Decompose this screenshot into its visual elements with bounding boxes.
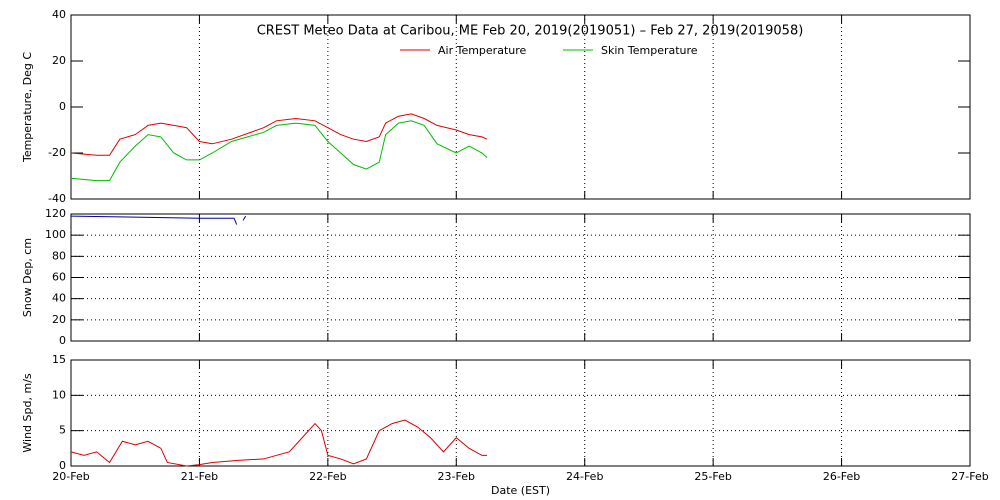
- y-tick-label: 5: [59, 424, 66, 437]
- x-tick-label: 22-Feb: [309, 470, 346, 483]
- y-tick-label: 0: [59, 100, 66, 113]
- x-tick-label: 26-Feb: [823, 470, 860, 483]
- y-tick-label: 15: [52, 353, 66, 366]
- data-line: [70, 419, 488, 467]
- y-tick-label: 120: [45, 207, 66, 220]
- y-tick-label: 100: [45, 228, 66, 241]
- y-axis-label: Wind Spd, m/s: [21, 373, 34, 453]
- y-tick-label: -20: [48, 146, 66, 159]
- y-tick-label: -40: [48, 192, 66, 205]
- x-tick-label: 21-Feb: [181, 470, 218, 483]
- y-axis-label: Temperature, Deg C: [21, 52, 34, 163]
- x-tick-label: 23-Feb: [438, 470, 475, 483]
- data-line: [242, 215, 247, 221]
- y-tick-label: 40: [52, 8, 66, 21]
- y-tick-label: 60: [52, 271, 66, 284]
- x-tick-label: 25-Feb: [694, 470, 731, 483]
- legend-label: Air Temperature: [438, 44, 527, 57]
- y-tick-label: 40: [52, 292, 66, 305]
- x-axis-label: Date (EST): [491, 484, 550, 497]
- y-tick-label: 80: [52, 249, 66, 262]
- x-tick-label: 24-Feb: [566, 470, 603, 483]
- x-tick-label: 27-Feb: [951, 470, 988, 483]
- y-tick-label: 10: [52, 388, 66, 401]
- y-tick-label: 20: [52, 54, 66, 67]
- chart-title: CREST Meteo Data at Caribou, ME Feb 20, …: [257, 24, 804, 39]
- data-line: [70, 113, 488, 156]
- data-line: [70, 215, 238, 225]
- y-tick-label: 0: [59, 334, 66, 347]
- plot-frame: [70, 14, 971, 200]
- y-tick-label: 0: [59, 459, 66, 472]
- legend-label: Skin Temperature: [601, 44, 698, 57]
- x-tick-label: 20-Feb: [52, 470, 89, 483]
- data-line: [70, 120, 488, 182]
- y-axis-label: Snow Dep, cm: [21, 238, 34, 317]
- plot-frame: [70, 359, 971, 467]
- y-tick-label: 20: [52, 313, 66, 326]
